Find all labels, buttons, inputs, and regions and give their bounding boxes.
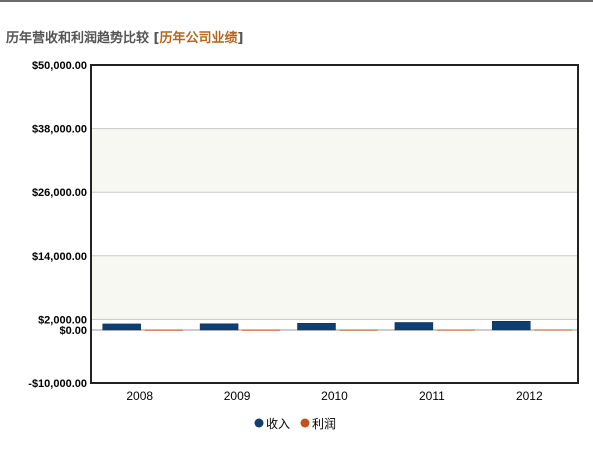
y-tick-label: $14,000.00 <box>32 251 87 263</box>
y-tick-label: $50,000.00 <box>32 60 87 72</box>
y-axis-ticks: $50,000.00 $38,000.00 $26,000.00 $14,000.00… <box>28 60 87 390</box>
top-divider <box>0 0 593 2</box>
bar-profit-2009[interactable] <box>242 329 281 331</box>
legend-label-profit[interactable]: 利润 <box>312 417 336 431</box>
plot-bands <box>91 128 578 320</box>
x-tick-label: 2010 <box>321 389 348 403</box>
bar-revenue-2009[interactable] <box>199 323 239 331</box>
x-axis-ticks: 2008 2009 2010 2011 2012 <box>126 389 543 403</box>
bar-marks <box>102 321 573 331</box>
y-tick-label: $0.00 <box>59 325 87 337</box>
y-tick-label: $26,000.00 <box>32 187 87 199</box>
bar-profit-2010[interactable] <box>339 329 378 331</box>
bar-revenue-2010[interactable] <box>297 322 336 331</box>
bar-revenue-2012[interactable] <box>492 321 531 331</box>
y-tick-label: $38,000.00 <box>32 124 87 136</box>
plot-band <box>91 128 578 193</box>
y-tick-label: $2,000.00 <box>38 314 87 326</box>
bar-revenue-2011[interactable] <box>394 322 434 331</box>
bar-profit-2008[interactable] <box>144 329 183 331</box>
x-tick-label: 2008 <box>126 389 153 403</box>
x-tick-label: 2011 <box>419 389 445 403</box>
legend-label-revenue[interactable]: 收入 <box>266 417 290 431</box>
bracket-open: [ <box>153 31 160 46</box>
legend-marker-revenue <box>254 418 264 428</box>
bar-profit-2011[interactable] <box>436 329 475 331</box>
page-title: 历年营收和利润趋势比较 <box>6 31 150 46</box>
bar-revenue-2008[interactable] <box>102 323 141 331</box>
company-performance-link[interactable]: 历年公司业绩 <box>159 31 238 46</box>
chart-header: 历年营收和利润趋势比较 [历年公司业绩] <box>6 27 243 46</box>
legend[interactable]: 收入 利润 <box>254 417 337 431</box>
plot-band <box>91 255 578 320</box>
y-tick-label: -$10,000.00 <box>28 378 87 390</box>
bracket-close: ] <box>237 31 244 46</box>
plot-frame <box>90 64 579 384</box>
bar-profit-2012[interactable] <box>534 329 573 331</box>
x-tick-label: 2012 <box>516 389 543 403</box>
x-tick-label: 2009 <box>224 389 251 403</box>
legend-marker-profit <box>300 418 310 428</box>
